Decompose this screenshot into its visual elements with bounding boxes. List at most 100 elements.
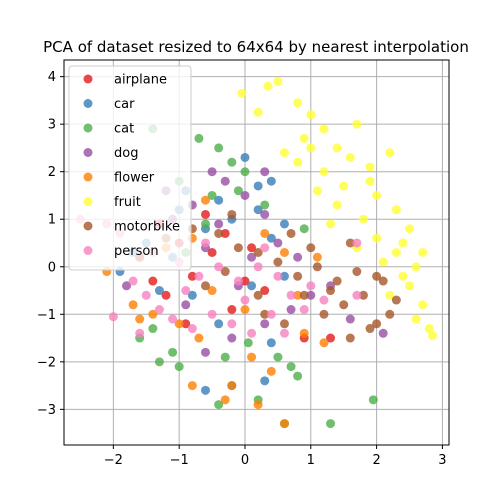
car-point	[154, 286, 164, 296]
y-tick-label: 2	[48, 165, 56, 180]
legend-marker-car	[83, 99, 93, 108]
motorbike-point	[306, 243, 316, 253]
fruit-point	[319, 124, 329, 134]
car-point	[266, 338, 276, 348]
motorbike-point	[312, 262, 322, 272]
airplane-point	[207, 248, 217, 257]
fruit-point	[293, 98, 303, 108]
person-point	[253, 262, 263, 272]
fruit-point	[299, 133, 309, 143]
cat-point	[273, 352, 283, 362]
fruit-point	[319, 167, 329, 177]
cat-point	[299, 224, 309, 234]
car-point	[200, 385, 210, 395]
airplane-point	[187, 271, 197, 281]
motorbike-point	[253, 290, 263, 300]
dog-point	[293, 252, 303, 262]
motorbike-point	[200, 281, 210, 291]
fruit-point	[385, 290, 395, 300]
person-point	[319, 295, 329, 305]
person-point	[154, 305, 164, 315]
flower-point	[227, 381, 237, 391]
fruit-point	[332, 200, 342, 210]
person-point	[286, 290, 296, 300]
flower-point	[207, 286, 217, 296]
legend-marker-dog	[83, 148, 93, 157]
dog-point	[273, 238, 283, 248]
person-point	[352, 290, 362, 300]
plot-frame	[63, 59, 450, 446]
cat-point	[207, 190, 217, 200]
fruit-point	[411, 262, 421, 272]
person-point	[240, 295, 250, 305]
airplane-point	[220, 228, 230, 238]
cat-point	[243, 338, 253, 348]
fruit-point	[398, 238, 408, 248]
x-tick-label: −2	[104, 453, 123, 468]
y-tick-label: 0	[48, 260, 56, 275]
motorbike-point	[253, 248, 263, 257]
flower-point	[299, 328, 309, 338]
motorbike-point	[345, 333, 355, 343]
y-tick-label: 1	[48, 213, 56, 228]
series-fruit	[237, 76, 438, 341]
cat-point	[200, 219, 210, 229]
person-point	[141, 290, 151, 300]
dog-point	[345, 314, 355, 324]
flower-point	[279, 248, 289, 257]
cat-point	[148, 324, 158, 334]
fruit-point	[428, 331, 438, 341]
person-point	[266, 309, 276, 319]
fruit-point	[332, 143, 342, 153]
fruit-point	[312, 186, 322, 196]
dog-point	[260, 209, 270, 219]
dog-point	[214, 219, 224, 229]
flower-point	[247, 352, 257, 362]
car-point	[266, 233, 276, 243]
flower-point	[253, 400, 263, 410]
person-point	[207, 309, 217, 319]
airplane-point	[148, 276, 158, 286]
fruit-point	[398, 271, 408, 281]
fruit-point	[411, 314, 421, 324]
fruit-point	[385, 148, 395, 158]
cat-point	[174, 362, 184, 372]
person-point	[128, 276, 138, 286]
flower-point	[148, 309, 158, 319]
flower-point	[135, 314, 145, 324]
fruit-point	[306, 110, 316, 120]
motorbike-point	[214, 228, 224, 238]
legend-label-car: car	[114, 97, 135, 112]
person-point	[306, 281, 316, 291]
legend-label-person: person	[114, 244, 159, 259]
person-point	[135, 328, 145, 338]
x-tick-label: −1	[170, 453, 189, 468]
legend-label-motorbike: motorbike	[114, 220, 180, 235]
person-point	[299, 305, 309, 315]
legend-marker-flower	[83, 172, 93, 182]
airplane-point	[181, 319, 191, 329]
cat-point	[220, 352, 230, 362]
y-tick-label: 3	[48, 118, 56, 133]
dog-point	[260, 319, 270, 329]
fruit-point	[372, 233, 382, 243]
cat-point	[214, 143, 224, 153]
fruit-point	[418, 300, 428, 310]
motorbike-point	[339, 300, 349, 310]
cat-point	[368, 395, 378, 405]
flower-point	[187, 381, 197, 391]
cat-point	[154, 357, 164, 367]
car-point	[214, 195, 224, 205]
flower-point	[319, 338, 329, 348]
motorbike-point	[365, 324, 375, 334]
motorbike-point	[220, 267, 230, 277]
cat-point	[293, 371, 303, 381]
person-point	[108, 312, 118, 322]
airplane-point	[260, 286, 270, 296]
legend-marker-cat	[83, 123, 93, 133]
fruit-point	[339, 181, 349, 191]
fruit-point	[237, 88, 247, 98]
fruit-point	[263, 81, 273, 91]
airplane-point	[326, 333, 336, 343]
legend: airplane car cat dog flower fruit motorbike per…	[68, 65, 192, 271]
